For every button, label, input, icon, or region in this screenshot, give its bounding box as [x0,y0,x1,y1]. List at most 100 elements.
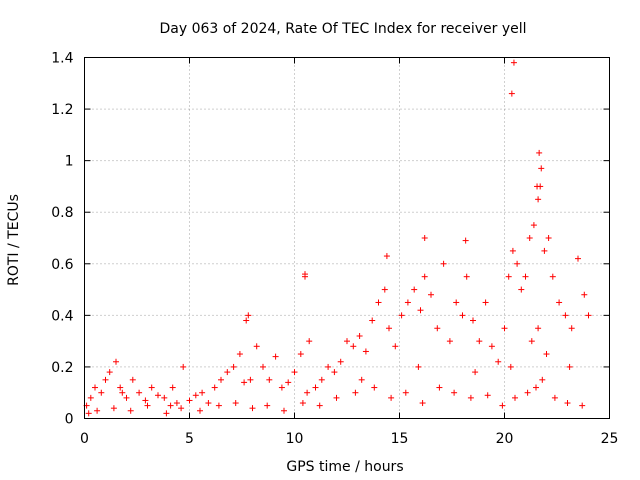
data-point [230,363,237,370]
data-point [272,353,279,360]
data-point [482,299,489,306]
data-point [470,317,476,324]
data-point [476,338,483,345]
y-tick-label: 0.8 [51,205,73,221]
data-point [568,325,575,332]
data-point [285,379,292,386]
x-tick-label: 10 [286,431,304,447]
data-point [549,273,556,280]
x-tick-label: 20 [496,431,514,447]
data-point [522,273,529,280]
data-point [163,410,170,417]
data-point [375,299,382,306]
data-point [499,402,506,409]
data-point [411,286,418,293]
data-point [325,363,332,370]
y-tick-label: 1.2 [51,102,73,118]
data-point [421,273,428,280]
data-point [247,376,254,383]
data-point [566,363,573,370]
data-point [142,397,149,404]
data-point [495,358,502,365]
y-tick-label: 0.6 [51,257,73,273]
y-tick-labels: 0 0.2 0.4 0.6 0.8 1 1.2 1.4 [51,51,73,428]
data-point [524,389,531,396]
data-point [505,273,512,280]
data-point [331,369,338,376]
data-point [381,286,388,293]
data-point [530,222,537,229]
data-point [106,369,113,376]
y-axis-label: ROTI / TECUs [6,194,22,286]
y-tick-label: 0 [65,412,74,428]
data-point [316,402,323,409]
data-point [564,400,571,407]
data-point [167,402,174,409]
x-tick-label: 0 [80,431,89,447]
data-point [528,338,535,345]
data-point [102,376,109,383]
data-point [535,325,542,332]
data-point [362,348,369,355]
data-point [459,312,466,319]
data-point [451,389,458,396]
data-point [192,392,199,399]
x-tick-labels: 0 5 10 15 20 25 [80,431,618,447]
data-point [87,394,94,401]
data-point [562,312,569,319]
data-point [299,400,306,407]
data-point [155,392,161,399]
data-point [579,402,586,409]
data-point [215,402,222,409]
data-point [392,343,399,350]
data-point [538,165,545,172]
data-point [94,407,101,414]
data-point [333,394,340,401]
data-point [543,351,550,358]
data-point [514,260,521,267]
data-point [306,338,313,345]
data-point [419,400,426,407]
x-tick-label: 5 [185,431,194,447]
data-point [541,247,548,254]
data-point [245,312,252,319]
data-point [266,376,273,383]
data-point [224,369,231,376]
data-point [575,255,581,262]
data-point [507,363,514,370]
data-point [398,312,405,319]
data-point [462,237,469,244]
data-point [110,405,117,412]
data-point [421,235,428,241]
data-point [297,351,304,358]
data-point [536,149,543,156]
data-point [526,235,533,241]
data-point [369,317,376,324]
data-point [510,59,517,66]
data-point [318,376,325,383]
data-point [186,397,193,404]
data-point [436,384,443,391]
data-point [119,389,126,396]
data-point [358,376,365,383]
data-point [501,325,508,332]
data-point [205,400,212,407]
data-point [344,338,350,345]
data-point [243,317,250,324]
data-point [236,351,243,358]
data-point [467,394,474,401]
data-point [291,369,298,376]
data-point [218,376,224,383]
plot-frame [84,57,610,419]
data-point [241,379,248,386]
data-point [136,389,143,396]
data-point [446,338,453,345]
data-point [85,410,92,417]
data-point [533,384,539,391]
data-point [249,405,256,412]
data-point [123,394,130,401]
data-point [352,389,359,396]
data-point [117,384,124,391]
data-point [512,394,518,401]
